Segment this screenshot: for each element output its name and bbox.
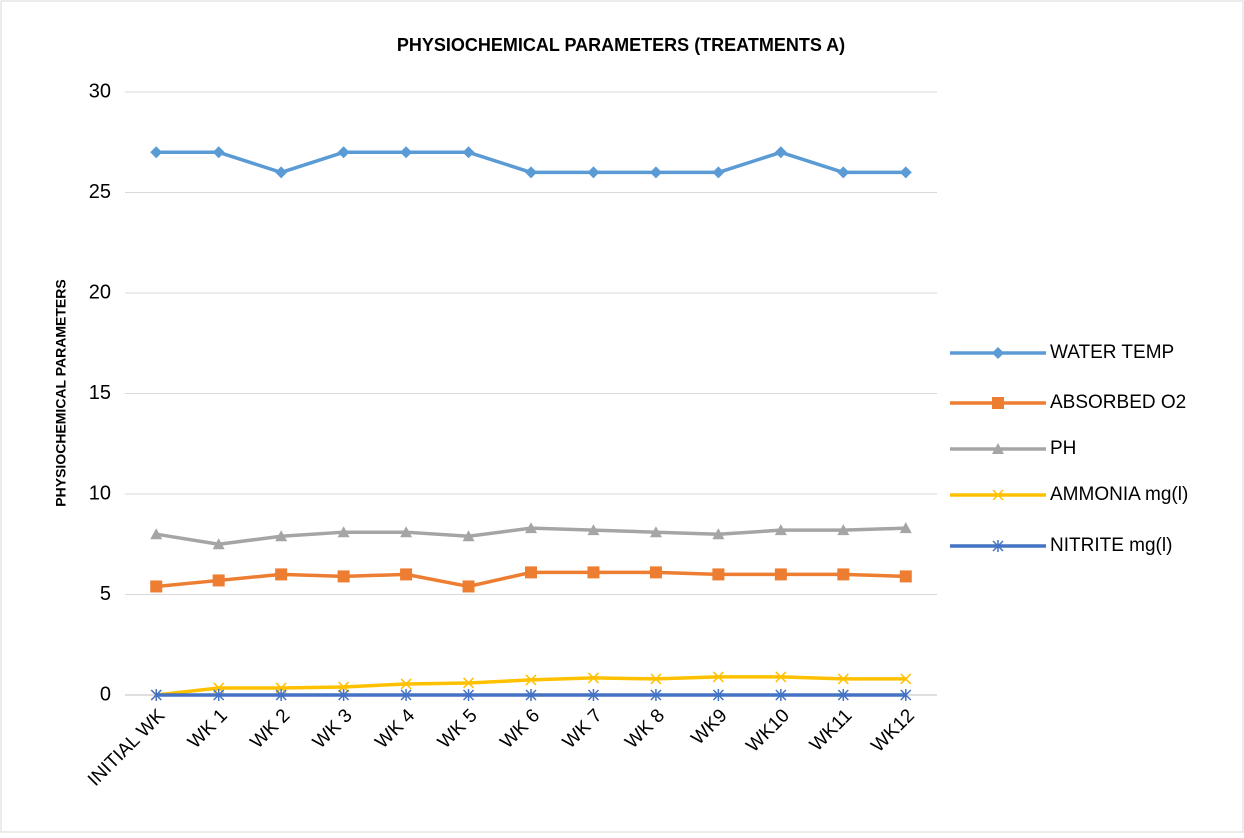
- legend-label: AMMONIA mg(l): [1050, 484, 1188, 505]
- y-tick-label: 10: [89, 482, 111, 504]
- data-point: [275, 689, 287, 701]
- legend-marker: [992, 489, 1004, 501]
- data-point: [275, 166, 288, 179]
- y-tick-label: 5: [100, 583, 111, 605]
- legend-marker: [992, 443, 1004, 454]
- data-point: [338, 681, 350, 693]
- data-point: [900, 673, 912, 685]
- data-point: [400, 568, 413, 581]
- data-point: [775, 689, 787, 701]
- data-point: [587, 689, 599, 701]
- data-point: [462, 530, 475, 542]
- data-point: [337, 146, 350, 159]
- legend-marker: [992, 540, 1004, 552]
- data-point: [650, 673, 662, 685]
- data-point: [587, 524, 600, 536]
- data-point: [712, 671, 724, 683]
- data-point: [587, 672, 599, 684]
- data-point: [774, 146, 787, 159]
- data-point: [150, 689, 162, 701]
- data-point: [212, 146, 225, 159]
- data-point: [463, 677, 475, 689]
- legend-marker: [992, 397, 1004, 409]
- data-point: [587, 166, 600, 179]
- legend-label: NITRITE mg(l): [1050, 535, 1172, 556]
- data-point: [337, 526, 350, 538]
- data-point: [899, 522, 912, 534]
- data-point: [150, 146, 163, 159]
- data-point: [837, 166, 850, 179]
- data-point: [275, 568, 288, 581]
- data-point: [650, 689, 662, 701]
- data-point: [649, 166, 662, 179]
- data-point: [712, 528, 725, 540]
- data-point: [837, 673, 849, 685]
- data-point: [212, 574, 225, 587]
- data-point: [525, 566, 537, 579]
- legend-label: PH: [1050, 438, 1076, 459]
- y-axis-label: PHYSIOCHEMICAL PARAMETERS: [53, 279, 69, 506]
- data-point: [775, 671, 787, 683]
- data-point: [525, 674, 537, 686]
- y-tick-label: 25: [89, 181, 111, 203]
- data-point: [837, 568, 850, 581]
- legend-label: WATER TEMP: [1050, 342, 1174, 363]
- y-tick-label: 20: [89, 281, 111, 303]
- data-point: [400, 678, 412, 690]
- data-point: [837, 689, 849, 701]
- data-point: [712, 689, 724, 701]
- y-tick-label: 30: [89, 80, 111, 102]
- data-point: [213, 689, 225, 701]
- legend-marker: [992, 347, 1004, 359]
- data-point: [525, 522, 537, 534]
- data-point: [649, 526, 662, 538]
- data-point: [899, 166, 912, 179]
- data-point: [337, 570, 350, 583]
- data-point: [400, 146, 413, 159]
- data-point: [649, 566, 662, 579]
- data-point: [774, 524, 787, 536]
- data-point: [774, 568, 787, 581]
- data-point: [525, 166, 537, 179]
- data-point: [525, 689, 537, 701]
- data-point: [900, 689, 912, 701]
- data-point: [400, 526, 413, 538]
- data-point: [587, 566, 600, 579]
- data-point: [150, 580, 163, 593]
- data-point: [150, 528, 163, 540]
- y-tick-label: 0: [100, 683, 111, 705]
- data-point: [462, 580, 475, 593]
- data-point: [463, 689, 475, 701]
- data-point: [212, 538, 225, 550]
- data-point: [275, 530, 288, 542]
- chart-title: PHYSIOCHEMICAL PARAMETERS (TREATMENTS A): [397, 35, 845, 55]
- data-point: [899, 570, 912, 583]
- data-point: [837, 524, 850, 536]
- data-point: [462, 146, 475, 159]
- data-point: [712, 568, 725, 581]
- data-point: [400, 689, 412, 701]
- y-tick-label: 15: [89, 382, 111, 404]
- legend-label: ABSORBED O2: [1050, 392, 1186, 413]
- data-point: [712, 166, 725, 179]
- data-point: [338, 689, 350, 701]
